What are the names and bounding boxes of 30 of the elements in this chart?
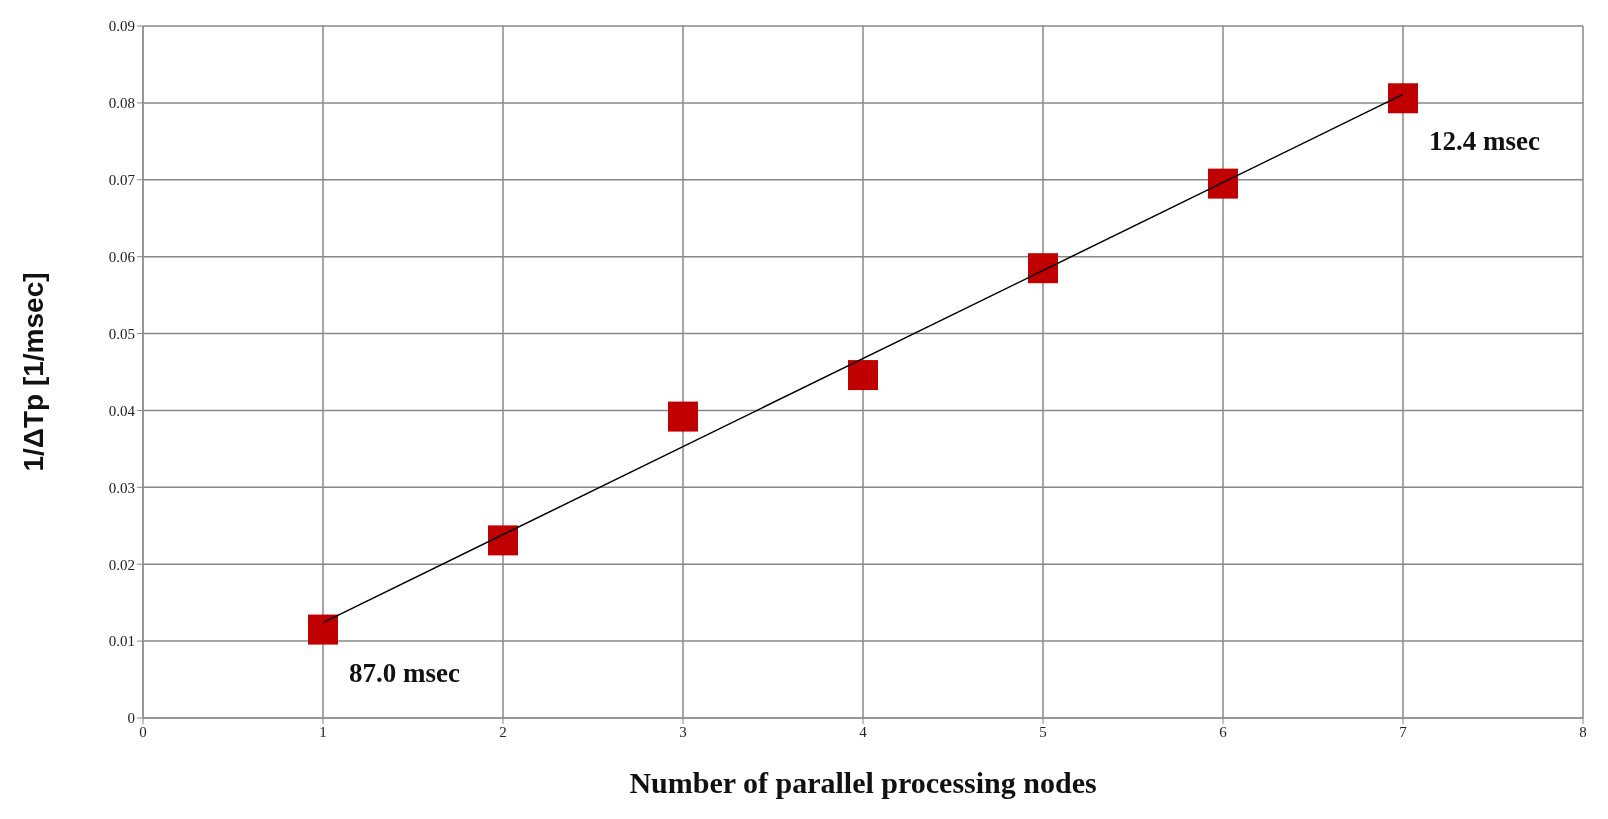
point: [1208, 168, 1238, 199]
x-tick-label: 1: [319, 723, 327, 740]
y-tick-label: 0.06: [108, 248, 136, 265]
y-axis-title: 1/ΔTp [1/msec]: [17, 272, 49, 472]
y-tick-label: 0: [127, 710, 135, 727]
point: [848, 360, 878, 391]
y-tick-label: 0.01: [108, 633, 135, 650]
x-tick-label: 3: [679, 723, 687, 740]
point: [488, 525, 518, 556]
x-tick-label: 5: [1039, 723, 1047, 740]
x-axis-title: Number of parallel processing nodes: [629, 766, 1097, 799]
x-tick-label: 0: [139, 723, 147, 740]
annotation: 12.4 msec: [1429, 126, 1540, 157]
point: [668, 401, 698, 432]
y-tick-label: 0.09: [108, 18, 135, 35]
point: [1388, 83, 1418, 114]
x-tick-label: 4: [859, 723, 868, 740]
x-tick-label: 8: [1579, 723, 1587, 740]
x-tick-label: 2: [499, 723, 507, 740]
y-tick-label: 0.05: [108, 325, 135, 342]
x-tick-label: 7: [1399, 723, 1408, 740]
y-tick-label: 0.03: [108, 479, 135, 496]
y-tick-label: 0.07: [108, 172, 136, 189]
y-tick-label: 0.02: [108, 556, 135, 573]
annotation: 87.0 msec: [349, 657, 460, 688]
y-tick-label: 0.04: [108, 402, 136, 419]
x-tick-label: 6: [1219, 723, 1228, 740]
point: [1028, 253, 1058, 284]
point: [308, 614, 338, 645]
y-tick-label: 0.08: [108, 95, 135, 112]
